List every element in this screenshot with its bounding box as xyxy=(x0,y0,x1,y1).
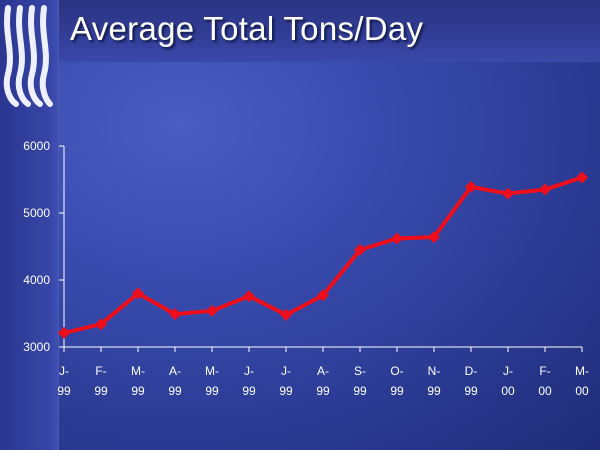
data-point-marker xyxy=(243,290,255,303)
chart-markers xyxy=(58,171,588,339)
x-axis-tick-label-line1: A- xyxy=(317,364,329,378)
header-band xyxy=(0,0,600,62)
chart-axes xyxy=(59,145,583,352)
x-axis-tick-label-line1: S- xyxy=(354,364,366,378)
x-axis-tick-label-line1: J- xyxy=(281,364,291,378)
data-point-marker xyxy=(502,187,514,200)
data-point-marker xyxy=(95,318,107,331)
x-axis-tick-label-line1: M- xyxy=(205,364,219,378)
x-axis-tick-label-line1: M- xyxy=(575,364,589,378)
y-axis-tick-label: 3000 xyxy=(23,340,50,354)
x-axis-tick-label-line2: 99 xyxy=(279,384,293,398)
x-axis-tick-label-line1: J- xyxy=(59,364,69,378)
x-axis-tick-label-line2: 99 xyxy=(390,384,404,398)
x-axis-tick-label-line2: 99 xyxy=(427,384,441,398)
x-axis-tick-label-line1: O- xyxy=(390,364,403,378)
x-axis-tick-label-line2: 00 xyxy=(575,384,589,398)
x-axis-tick-label-line1: D- xyxy=(465,364,478,378)
chart-series-line xyxy=(63,175,583,335)
x-axis-tick-label-line1: M- xyxy=(131,364,145,378)
data-point-marker xyxy=(465,180,477,193)
data-point-marker xyxy=(58,326,70,339)
slide-title: Average Total Tons/Day xyxy=(70,10,424,47)
x-axis-tick-label-line2: 99 xyxy=(316,384,330,398)
y-axis-tick-label: 4000 xyxy=(23,273,50,287)
x-axis-tick-label-line2: 99 xyxy=(131,384,145,398)
data-point-marker xyxy=(539,183,551,196)
x-axis-tick-label-line2: 99 xyxy=(94,384,108,398)
data-point-marker xyxy=(206,304,218,317)
y-axis-tick-label: 5000 xyxy=(23,206,50,220)
data-point-marker xyxy=(428,231,440,244)
x-axis-tick-label-line2: 00 xyxy=(501,384,515,398)
x-axis-tick-label-line2: 99 xyxy=(242,384,256,398)
series-line xyxy=(63,175,583,335)
data-point-marker xyxy=(576,171,588,184)
data-point-marker xyxy=(169,308,181,321)
x-axis-tick-label-line2: 99 xyxy=(168,384,182,398)
stylized-waves-logo-icon xyxy=(3,5,53,107)
data-point-marker xyxy=(280,308,292,321)
data-point-marker xyxy=(317,289,329,302)
x-axis-tick-label-line2: 99 xyxy=(205,384,219,398)
data-point-marker xyxy=(391,232,403,245)
x-axis-tick-label-line1: J- xyxy=(503,364,513,378)
x-axis-tick-label-line1: N- xyxy=(428,364,441,378)
x-axis-tick-label-line2: 99 xyxy=(353,384,367,398)
chart-tick-labels: 3000 4000 5000 6000 J- 99 F- 99 M- 99 A- 99 M- 99 J- 99… xyxy=(23,139,589,398)
x-axis-tick-label-line1: A- xyxy=(169,364,181,378)
data-point-marker xyxy=(354,243,366,256)
x-axis-tick-label-line2: 99 xyxy=(464,384,478,398)
x-axis-tick-label-line1: F- xyxy=(95,364,106,378)
data-point-marker xyxy=(132,287,144,300)
x-axis-tick-label-line1: J- xyxy=(244,364,254,378)
x-axis-tick-label-line1: F- xyxy=(539,364,550,378)
x-axis-tick-label-line2: 00 xyxy=(538,384,552,398)
x-axis-tick-label-line2: 99 xyxy=(57,384,71,398)
y-axis-tick-label: 6000 xyxy=(23,139,50,153)
